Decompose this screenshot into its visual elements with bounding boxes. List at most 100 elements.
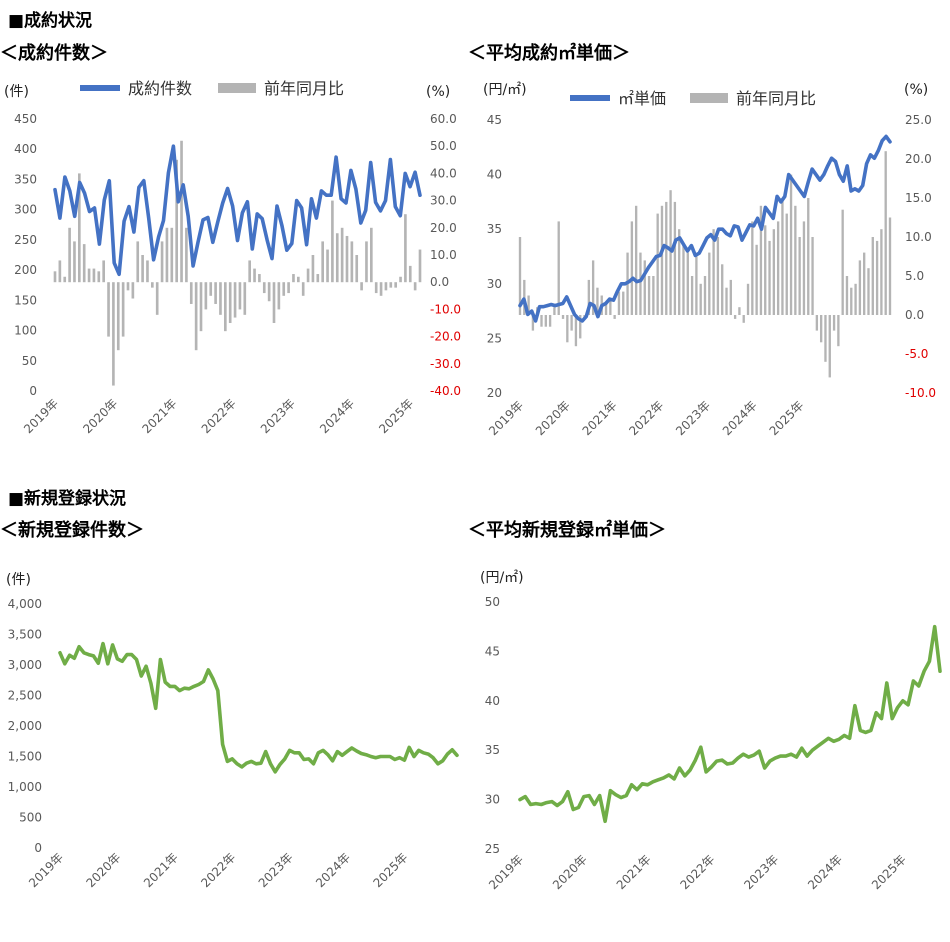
bar-yoy (151, 282, 154, 288)
bar-yoy (326, 249, 329, 283)
bar-yoy (306, 268, 310, 283)
bar-yoy (867, 268, 870, 315)
series-line (58, 641, 459, 774)
chart-title-registrations-count: ＜新規登録件数＞ (0, 520, 144, 541)
bar-yoy (146, 260, 149, 283)
section-title-contracts: ■成約状況 (8, 11, 93, 31)
y-tick-right: -20.0 (430, 330, 461, 344)
legend-label-bar: 前年同月比 (736, 89, 816, 108)
bar-yoy (355, 255, 359, 283)
bar-yoy (331, 200, 334, 283)
bar-yoy (738, 307, 741, 315)
bar-yoy (742, 315, 745, 323)
bar-yoy (204, 282, 208, 310)
bar-yoy (78, 173, 81, 283)
chart-title-registrations-price: ＜平均新規登録㎡単価＞ (468, 520, 666, 541)
bar-yoy (617, 291, 621, 315)
x-tick: 2019年 (26, 850, 66, 890)
bar-yoy (165, 227, 169, 283)
y-tick-left: 35 (487, 222, 502, 236)
bar-yoy (248, 260, 251, 283)
y-unit-left: (件) (4, 84, 29, 100)
y-tick-right: 10.0 (905, 230, 932, 244)
y-tick-left: 35 (485, 743, 500, 757)
y-tick-right: 40.0 (430, 166, 457, 180)
bar-yoy (703, 276, 707, 315)
bar-yoy (345, 235, 349, 283)
y-unit-right: (%) (904, 82, 928, 98)
bar-yoy (238, 282, 242, 310)
bar-yoy (527, 295, 530, 315)
y-tick-right: 60.0 (430, 112, 457, 126)
bar-yoy (819, 315, 823, 343)
section-title-registrations: ■新規登録状況 (8, 489, 127, 509)
bar-yoy (591, 260, 595, 315)
bar-yoy (311, 255, 315, 283)
bar-yoy (888, 217, 892, 315)
bar-yoy (708, 252, 711, 315)
bar-yoy (699, 283, 702, 315)
bar-yoy (634, 205, 638, 315)
bar-yoy (370, 227, 373, 283)
bar-yoy (73, 241, 76, 283)
bar-yoy (219, 282, 222, 315)
legend-label-line: ㎡単価 (618, 89, 666, 108)
bar-yoy (365, 241, 368, 283)
bar-yoy (404, 214, 407, 283)
y-tick-left: 100 (14, 324, 37, 338)
y-tick-left: 45 (485, 644, 500, 658)
y-tick-right: 20.0 (905, 152, 932, 166)
x-tick: 2019年 (486, 852, 526, 892)
bar-yoy (579, 315, 582, 339)
bar-yoy (180, 140, 183, 283)
bar-yoy (837, 315, 840, 347)
bar-yoy (121, 282, 125, 337)
y-tick-right: -5.0 (905, 347, 928, 361)
x-tick: 2023年 (258, 396, 298, 436)
bar-yoy (553, 307, 556, 315)
bar-yoy (669, 190, 672, 315)
chart-registrations-price: 25 30 35 40 45 50 (円/㎡) 2019年 2020年 2021年 2022年 202… (480, 570, 942, 892)
y-unit-left: (円/㎡) (483, 82, 527, 98)
bar-yoy (267, 282, 271, 302)
x-tick: 2023年 (673, 398, 713, 438)
bar-yoy (350, 241, 354, 283)
bar-yoy (136, 241, 140, 283)
y-tick-right: 50.0 (430, 139, 457, 153)
bar-yoy (112, 282, 115, 386)
bar-yoy (360, 282, 363, 291)
bar-yoy (408, 265, 412, 283)
bar-yoy (665, 201, 668, 315)
bar-yoy (194, 282, 198, 351)
y-tick-right: 5.0 (905, 269, 924, 283)
bar-yoy (518, 237, 522, 315)
bar-yoy (828, 315, 831, 378)
bar-yoy (116, 282, 120, 351)
y-tick-right: 10.0 (430, 248, 457, 262)
bar-yoy (566, 315, 569, 343)
y-tick-right: 30.0 (430, 194, 457, 208)
bar-yoy (243, 282, 247, 315)
x-tick: 2020年 (533, 398, 573, 438)
bar-yoy (863, 252, 866, 315)
bar-yoy (824, 315, 827, 362)
x-tick: 2020年 (550, 852, 590, 892)
series-line (53, 144, 422, 277)
y-tick-left: 1,500 (8, 750, 42, 764)
y-tick-right: 20.0 (430, 221, 457, 235)
bar-yoy (131, 282, 135, 299)
x-tick: 2021年 (580, 398, 620, 438)
bar-yoy (199, 282, 203, 332)
bar-yoy (335, 233, 339, 283)
bar-yoy (751, 221, 754, 315)
y-tick-left: 0 (29, 384, 37, 398)
x-tick: 2024年 (317, 396, 357, 436)
bar-yoy (686, 252, 689, 315)
bar-yoy (418, 249, 422, 283)
bar-yoy (544, 315, 547, 327)
chart-title-contracts-count: ＜成約件数＞ (0, 43, 108, 64)
bar-yoy (228, 282, 232, 323)
bar-yoy (170, 227, 174, 283)
x-tick: 2022年 (678, 852, 718, 892)
bar-yoy (160, 241, 164, 283)
